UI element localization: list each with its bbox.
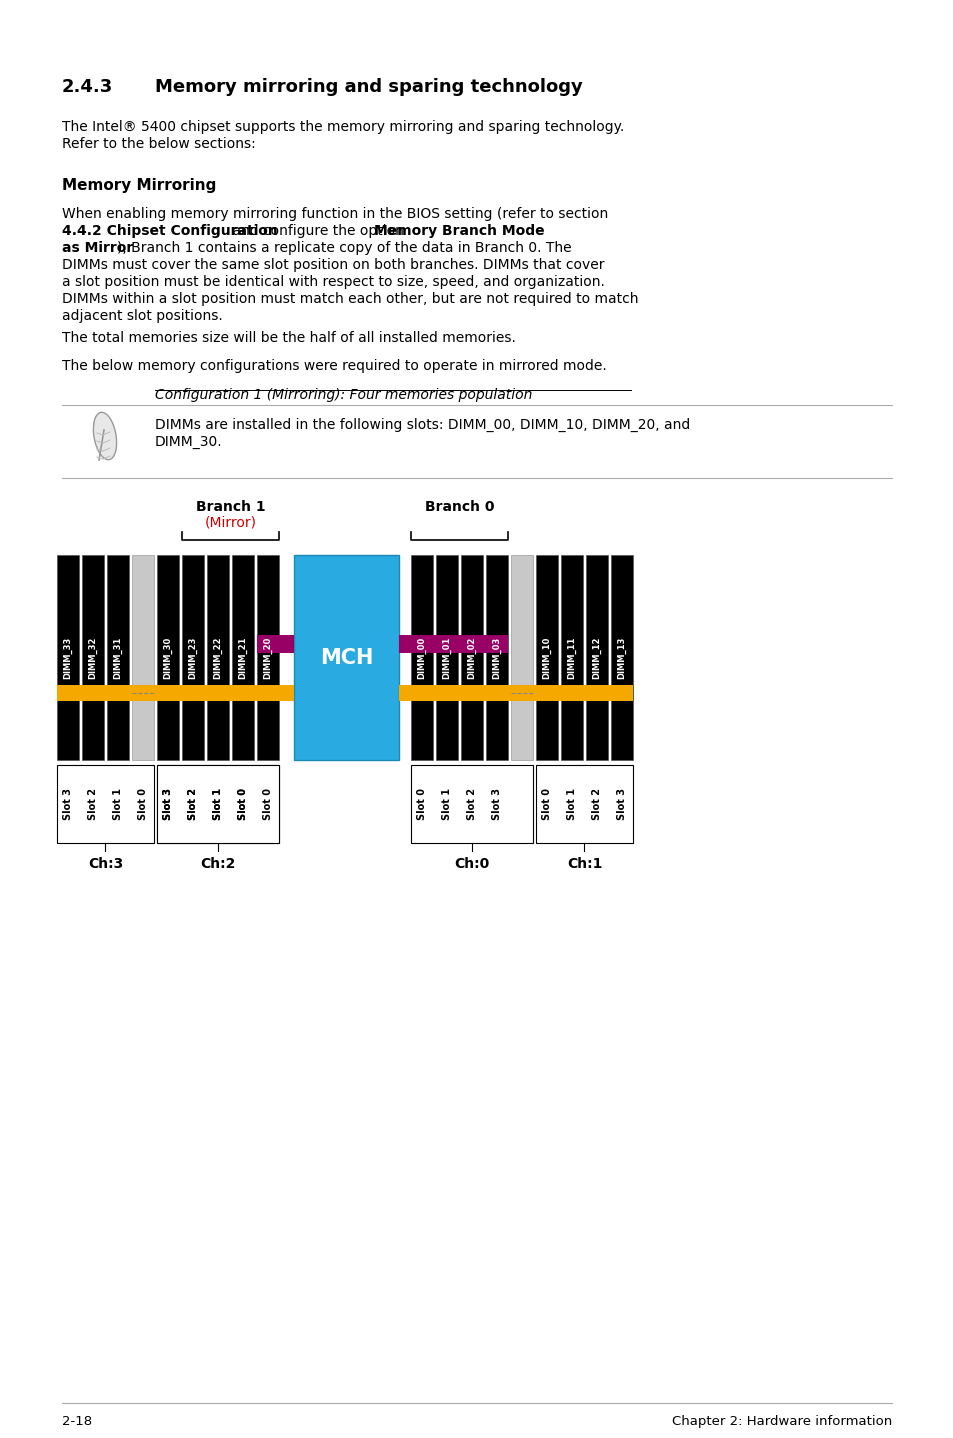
Bar [411, 765, 533, 843]
Text: DIMM_13: DIMM_13 [617, 636, 626, 679]
Text: Ch:1: Ch:1 [566, 857, 601, 871]
Text: The below memory configurations were required to operate in mirrored mode.: The below memory configurations were req… [62, 360, 606, 372]
Text: DIMM_33: DIMM_33 [63, 637, 72, 679]
Bar [436, 555, 457, 761]
Bar [560, 555, 582, 761]
Bar [182, 555, 204, 761]
Text: Slot 3: Slot 3 [63, 788, 73, 820]
Bar [485, 555, 507, 761]
Text: Refer to the below sections:: Refer to the below sections: [62, 137, 255, 151]
Text: Slot 0: Slot 0 [416, 788, 427, 820]
Text: DIMM_21: DIMM_21 [238, 636, 248, 679]
Text: MCH: MCH [319, 647, 373, 667]
Text: Branch 0: Branch 0 [424, 500, 494, 513]
Ellipse shape [93, 413, 116, 460]
Text: DIMMs within a slot position must match each other, but are not required to matc: DIMMs within a slot position must match … [62, 292, 638, 306]
Text: When enabling memory mirroring function in the BIOS setting (refer to section: When enabling memory mirroring function … [62, 207, 608, 221]
Bar [411, 684, 633, 700]
Text: Slot 2: Slot 2 [88, 788, 98, 820]
Text: DIMM_32: DIMM_32 [89, 636, 97, 679]
Bar [57, 555, 79, 761]
Bar [157, 765, 278, 843]
Text: a slot position must be identical with respect to size, speed, and organization.: a slot position must be identical with r… [62, 275, 604, 289]
Bar [207, 555, 229, 761]
Text: The Intel® 5400 chipset supports the memory mirroring and sparing technology.: The Intel® 5400 chipset supports the mem… [62, 119, 623, 134]
Bar [132, 555, 153, 761]
Text: Slot 0: Slot 0 [237, 788, 248, 820]
Text: Slot 3: Slot 3 [163, 788, 172, 820]
Bar [536, 765, 633, 843]
Text: as Mirror: as Mirror [62, 242, 133, 255]
Text: Ch:3: Ch:3 [88, 857, 123, 871]
Text: DIMM_20: DIMM_20 [263, 636, 273, 679]
Text: Ch:2: Ch:2 [200, 857, 235, 871]
Text: adjacent slot positions.: adjacent slot positions. [62, 309, 222, 324]
Text: DIMM_01: DIMM_01 [442, 636, 451, 679]
Text: 4.4.2 Chipset Configuration: 4.4.2 Chipset Configuration [62, 224, 277, 239]
Text: Slot 2: Slot 2 [188, 788, 198, 820]
Text: 2.4.3: 2.4.3 [62, 78, 113, 96]
Text: DIMM_30: DIMM_30 [163, 637, 172, 679]
Text: Ch:0: Ch:0 [454, 857, 489, 871]
Bar [536, 555, 558, 761]
Text: Slot 0: Slot 0 [263, 788, 273, 820]
Bar [294, 555, 398, 761]
Bar [511, 555, 533, 761]
Text: Slot 0: Slot 0 [138, 788, 148, 820]
Bar [57, 765, 153, 843]
Bar [411, 555, 433, 761]
Bar [82, 555, 104, 761]
Text: Slot 1: Slot 1 [566, 788, 577, 820]
Text: Slot 3: Slot 3 [617, 788, 626, 820]
Bar [232, 555, 253, 761]
Text: DIMM_23: DIMM_23 [189, 636, 197, 679]
Text: Branch 1: Branch 1 [195, 500, 265, 513]
Text: ), Branch 1 contains a replicate copy of the data in Branch 0. The: ), Branch 1 contains a replicate copy of… [117, 242, 572, 255]
Text: Slot 2: Slot 2 [592, 788, 601, 820]
Text: Slot 1: Slot 1 [441, 788, 452, 820]
Text: DIMM_11: DIMM_11 [567, 636, 576, 679]
Text: DIMM_00: DIMM_00 [417, 637, 426, 679]
Text: Slot 1: Slot 1 [112, 788, 123, 820]
Bar [157, 765, 278, 843]
Bar [585, 555, 607, 761]
Text: Slot 3: Slot 3 [492, 788, 501, 820]
Bar [610, 555, 633, 761]
Text: Configuration 1 (Mirroring): Four memories population: Configuration 1 (Mirroring): Four memori… [154, 388, 532, 403]
Bar [398, 684, 411, 700]
Bar [398, 636, 507, 653]
Text: DIMM_12: DIMM_12 [592, 636, 601, 679]
Text: Memory Mirroring: Memory Mirroring [62, 178, 216, 193]
Text: Memory Branch Mode: Memory Branch Mode [374, 224, 544, 239]
Text: DIMM_30.: DIMM_30. [154, 436, 222, 449]
Text: Slot 1: Slot 1 [213, 788, 223, 820]
Text: DIMM_10: DIMM_10 [542, 636, 551, 679]
Text: Slot 3: Slot 3 [163, 788, 172, 820]
Bar [256, 636, 294, 653]
Text: Slot 2: Slot 2 [188, 788, 198, 820]
Bar [278, 684, 294, 700]
Text: Memory mirroring and sparing technology: Memory mirroring and sparing technology [154, 78, 582, 96]
Text: Slot 0: Slot 0 [541, 788, 552, 820]
Text: Slot 2: Slot 2 [467, 788, 476, 820]
Text: Chapter 2: Hardware information: Chapter 2: Hardware information [671, 1415, 891, 1428]
Text: DIMMs are installed in the following slots: DIMM_00, DIMM_10, DIMM_20, and: DIMMs are installed in the following slo… [154, 418, 690, 433]
Text: The total memories size will be the half of all installed memories.: The total memories size will be the half… [62, 331, 516, 345]
Text: (Mirror): (Mirror) [204, 516, 256, 531]
Text: DIMM_22: DIMM_22 [213, 636, 222, 679]
Text: Slot 0: Slot 0 [237, 788, 248, 820]
Text: DIMM_31: DIMM_31 [113, 636, 122, 679]
Text: and configure the option: and configure the option [228, 224, 408, 239]
Text: Slot 1: Slot 1 [213, 788, 223, 820]
Text: DIMMs must cover the same slot position on both branches. DIMMs that cover: DIMMs must cover the same slot position … [62, 257, 604, 272]
Text: 2-18: 2-18 [62, 1415, 92, 1428]
Text: DIMM_03: DIMM_03 [492, 637, 501, 679]
Text: DIMM_02: DIMM_02 [467, 636, 476, 679]
Bar [157, 555, 179, 761]
Bar [57, 684, 278, 700]
Bar [107, 555, 129, 761]
Bar [256, 555, 278, 761]
Bar [460, 555, 482, 761]
